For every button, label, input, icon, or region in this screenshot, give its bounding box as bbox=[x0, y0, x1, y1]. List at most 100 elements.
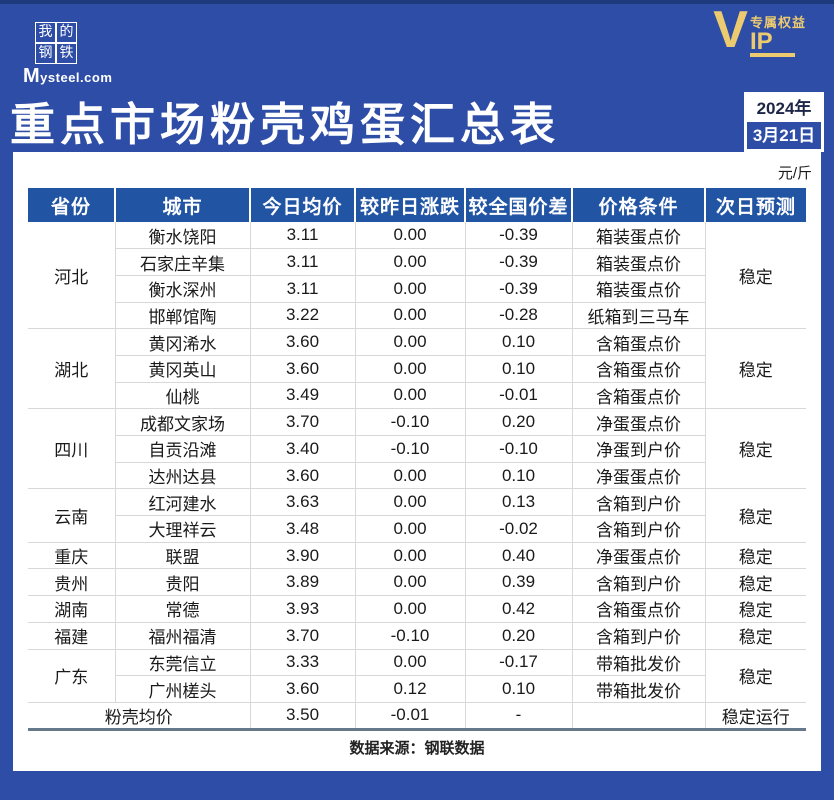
summary-row: 粉壳均价 3.50 -0.01- 稳定运行 bbox=[28, 701, 806, 731]
diff-cell: -0.39 bbox=[464, 248, 573, 276]
price-cell: 3.40 bbox=[249, 435, 356, 463]
city-cell: 衡水饶阳 bbox=[114, 222, 251, 250]
diff-cell: 0.20 bbox=[464, 408, 573, 436]
change-cell: 0.00 bbox=[354, 541, 466, 570]
date-box: 2024年 3月21日 bbox=[744, 92, 824, 152]
logo-domain-text: Mysteel.com bbox=[23, 65, 112, 88]
condition-cell: 含箱到户价 bbox=[571, 621, 706, 650]
change-cell: 0.00 bbox=[354, 488, 466, 517]
mysteel-logo: 我 的 钢 铁 Mysteel.com bbox=[23, 22, 112, 88]
page-title: 重点市场粉壳鸡蛋汇总表 bbox=[10, 99, 561, 150]
condition-cell: 含箱到户价 bbox=[571, 568, 706, 597]
diff-cell: 0.10 bbox=[464, 354, 573, 383]
price-cell: 3.70 bbox=[249, 621, 356, 650]
price-cell: 3.49 bbox=[249, 381, 356, 410]
condition-cell: 箱装蛋点价 bbox=[571, 248, 706, 276]
table-row: 福建 福州福清 3.70 -0.10 0.20 含箱到户价 稳定 bbox=[28, 621, 806, 650]
logo-domain-rest: ysteel.com bbox=[40, 70, 113, 85]
city-cell: 自贡沿滩 bbox=[115, 435, 251, 463]
condition-cell: 净蛋蛋点价 bbox=[571, 408, 706, 436]
city-cell: 石家庄辛集 bbox=[115, 248, 251, 276]
table-row: 湖南 常德 3.93 0.00 0.42 含箱蛋点价 稳定 bbox=[28, 595, 806, 623]
diff-cell: -0.39 bbox=[464, 222, 573, 250]
diff-cell: -0.39 bbox=[464, 274, 573, 303]
change-cell: 0.00 bbox=[354, 222, 466, 250]
change-cell: 0.00 bbox=[354, 328, 466, 356]
city-cell: 成都文家场 bbox=[114, 408, 251, 436]
province-cell: 贵州 bbox=[28, 568, 116, 597]
summary-diff-cell: - bbox=[464, 701, 573, 731]
table-row: 衡水深州 3.11 0.00 -0.39 箱装蛋点价 bbox=[28, 274, 806, 303]
diff-cell: 0.10 bbox=[464, 461, 573, 490]
top-edge-strip bbox=[0, 0, 834, 4]
price-cell: 3.60 bbox=[249, 675, 356, 703]
price-cell: 3.11 bbox=[249, 248, 356, 276]
province-cell: 四川 bbox=[28, 408, 116, 490]
logo-char: 的 bbox=[56, 22, 77, 43]
summary-price-cell: 3.50 bbox=[249, 701, 356, 731]
table-row: 自贡沿滩 3.40 -0.10 -0.10 净蛋到户价 bbox=[28, 435, 806, 463]
city-cell: 邯郸馆陶 bbox=[115, 301, 251, 330]
forecast-cell: 稳定 bbox=[704, 408, 806, 490]
summary-change-cell: -0.01 bbox=[354, 701, 466, 731]
condition-cell: 含箱蛋点价 bbox=[571, 595, 706, 623]
table-header: 省份 城市 今日均价 较昨日涨跌 较全国价差 价格条件 次日预测 bbox=[28, 188, 806, 222]
table-row: 达州达县 3.60 0.00 0.10 净蛋蛋点价 bbox=[28, 461, 806, 490]
change-cell: 0.00 bbox=[354, 381, 466, 410]
date-year: 2024年 bbox=[747, 95, 821, 122]
summary-label: 粉壳均价 bbox=[28, 701, 251, 731]
table-row: 重庆 联盟 3.90 0.00 0.40 净蛋蛋点价 稳定 bbox=[28, 541, 806, 570]
change-cell: 0.00 bbox=[354, 515, 466, 543]
province-cell: 河北 bbox=[28, 222, 116, 330]
city-cell: 达州达县 bbox=[115, 461, 251, 490]
diff-cell: -0.28 bbox=[464, 301, 573, 330]
diff-cell: 0.10 bbox=[464, 328, 573, 356]
diff-cell: -0.17 bbox=[464, 648, 573, 677]
forecast-cell: 稳定 bbox=[704, 621, 806, 650]
city-cell: 联盟 bbox=[114, 541, 251, 570]
city-cell: 广州槎头 bbox=[115, 675, 251, 703]
city-cell: 黄冈英山 bbox=[115, 354, 251, 383]
logo-big-m: M bbox=[23, 65, 41, 87]
city-cell: 衡水深州 bbox=[115, 274, 251, 303]
price-cell: 3.63 bbox=[249, 488, 356, 517]
column-header-1: 城市 bbox=[114, 188, 250, 222]
diff-cell: -0.02 bbox=[464, 515, 573, 543]
change-cell: 0.00 bbox=[354, 461, 466, 490]
change-cell: 0.00 bbox=[354, 301, 466, 330]
condition-cell: 纸箱到三马车 bbox=[571, 301, 706, 330]
logo-character-grid: 我 的 钢 铁 bbox=[35, 22, 112, 64]
column-header-0: 省份 bbox=[28, 188, 115, 222]
table-row: 四川 成都文家场 3.70 -0.10 0.20 净蛋蛋点价 稳定 bbox=[28, 408, 806, 490]
price-cell: 3.60 bbox=[249, 328, 356, 356]
price-cell: 3.11 bbox=[249, 222, 356, 250]
city-cell: 福州福清 bbox=[114, 621, 251, 650]
condition-cell: 含箱蛋点价 bbox=[571, 381, 706, 410]
province-cell: 广东 bbox=[28, 648, 116, 703]
forecast-cell: 稳定 bbox=[704, 648, 806, 703]
summary-forecast-cell: 稳定运行 bbox=[704, 701, 806, 731]
diff-cell: 0.39 bbox=[464, 568, 573, 597]
forecast-cell: 稳定 bbox=[704, 541, 806, 570]
unit-label: 元/斤 bbox=[777, 165, 812, 182]
city-cell: 东莞信立 bbox=[114, 648, 251, 677]
price-cell: 3.11 bbox=[249, 274, 356, 303]
condition-cell: 带箱批发价 bbox=[571, 648, 706, 677]
condition-cell: 箱装蛋点价 bbox=[571, 222, 706, 250]
vip-tagline: 专属权益 bbox=[749, 15, 806, 30]
forecast-cell: 稳定 bbox=[704, 328, 806, 410]
diff-cell: 0.40 bbox=[464, 541, 573, 570]
province-cell: 福建 bbox=[28, 621, 116, 650]
change-cell: -0.10 bbox=[354, 408, 466, 436]
diff-cell: 0.10 bbox=[464, 675, 573, 703]
table-row: 大理祥云 3.48 0.00 -0.02 含箱到户价 bbox=[28, 515, 806, 543]
condition-cell: 含箱到户价 bbox=[571, 515, 706, 543]
table-row: 河北 衡水饶阳 3.11 0.00 -0.39 箱装蛋点价 稳定 bbox=[28, 222, 806, 330]
price-cell: 3.48 bbox=[249, 515, 356, 543]
price-cell: 3.93 bbox=[249, 595, 356, 623]
logo-char: 我 bbox=[35, 22, 56, 43]
condition-cell: 净蛋蛋点价 bbox=[571, 461, 706, 490]
vip-v-letter: V bbox=[713, 1, 748, 59]
price-cell: 3.60 bbox=[249, 354, 356, 383]
vip-badge: V 专属权益 IP bbox=[713, 1, 806, 59]
